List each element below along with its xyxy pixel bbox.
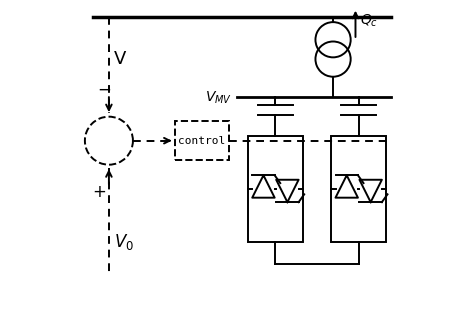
Text: $Q_c$: $Q_c$ — [360, 12, 378, 29]
Text: control: control — [178, 136, 226, 146]
Text: V: V — [114, 50, 126, 68]
Text: −: − — [97, 80, 111, 99]
Text: $V_0$: $V_0$ — [114, 232, 134, 252]
Text: $V_{MV}$: $V_{MV}$ — [205, 89, 232, 106]
Text: +: + — [92, 183, 106, 201]
